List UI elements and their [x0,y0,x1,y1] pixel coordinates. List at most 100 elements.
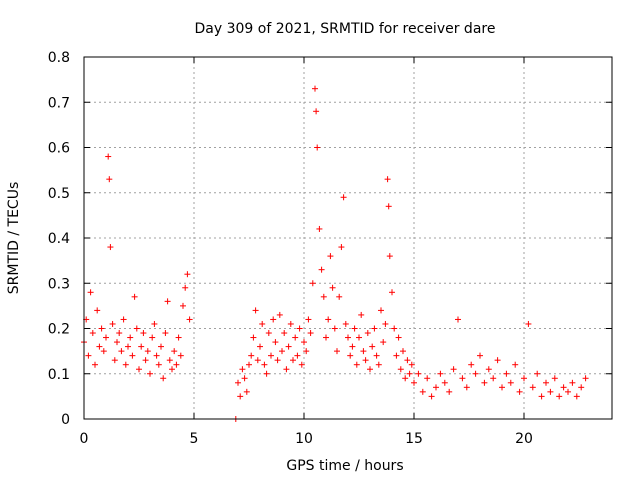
data-point [261,361,268,368]
data-point [313,108,320,115]
data-point [424,375,431,382]
chart-title: Day 309 of 2021, SRMTID for receiver dar… [195,21,496,37]
data-point [547,388,554,395]
x-tick-label: 5 [190,431,199,447]
x-tick-label: 10 [295,431,313,447]
data-point [144,348,151,355]
data-point [301,339,307,346]
data-point [138,343,145,350]
data-point [364,330,371,337]
data-point [345,334,351,341]
data-point [268,352,274,359]
y-tick-label: 0.8 [48,50,70,66]
data-point [481,379,488,386]
y-tick-label: 0.5 [48,186,70,202]
data-point [507,379,514,386]
data-point [292,334,299,341]
data-point [279,348,285,355]
data-point [87,289,94,296]
data-point [395,334,402,341]
data-point [578,384,585,391]
data-point [499,384,505,391]
data-point [459,375,466,382]
data-point [404,357,411,364]
data-point [565,388,571,395]
data-point [272,339,279,346]
x-axis-ticks: 0 5 10 15 20 [80,57,533,447]
data-point [166,357,173,364]
data-point [433,384,439,391]
x-tick-label: 15 [405,431,423,447]
data-point [294,352,301,359]
y-tick-label: 0.4 [48,231,70,247]
data-point [173,361,180,368]
grid-lines [84,57,612,419]
data-point [270,316,277,323]
data-point [106,176,113,183]
data-point [325,316,332,323]
y-tick-label: 0 [61,412,70,428]
data-point [331,325,338,332]
y-tick-label: 0.6 [48,141,70,157]
data-point [391,325,398,332]
data-point [274,357,281,364]
data-point [347,352,354,359]
data-point [371,325,378,332]
data-point [560,384,567,391]
data-point [349,343,356,350]
data-point [320,293,327,300]
data-point [534,370,541,377]
data-point [327,253,334,260]
data-point [151,320,158,327]
data-point [186,316,193,323]
data-point [406,370,413,377]
data-point [356,334,362,341]
data-point [516,388,523,395]
data-point [477,352,483,359]
data-point [380,339,387,346]
data-point [296,325,303,332]
data-point [243,388,250,395]
data-point [316,225,323,232]
data-point [307,330,314,337]
data-point [287,320,294,327]
y-tick-label: 0.7 [48,95,70,111]
data-point [125,343,131,350]
data-point [120,316,127,323]
data-point [180,302,186,309]
data-point [389,289,395,296]
data-point [472,370,479,377]
data-point [334,348,340,355]
data-point [169,366,175,373]
data-point [136,366,142,373]
data-point [468,361,475,368]
data-point [353,361,360,368]
data-point [314,144,321,151]
data-point [140,330,147,337]
data-point [338,244,345,251]
data-point [525,320,532,327]
data-point [428,393,435,400]
data-point [503,370,510,377]
data-point [303,348,310,355]
data-point [131,293,138,300]
data-point [149,334,156,341]
data-point [89,330,96,337]
y-tick-label: 0.3 [48,276,70,292]
data-point [340,194,347,201]
data-point [246,361,252,368]
data-point [556,393,563,400]
data-point [184,271,191,278]
data-point [252,307,259,314]
data-point [109,320,116,327]
data-point [419,388,426,395]
data-point [569,379,576,386]
data-point [397,366,404,373]
data-point [400,348,406,355]
data-point [254,357,261,364]
data-point [323,334,329,341]
x-tick-label: 20 [515,431,533,447]
data-point [362,357,369,364]
data-point [147,370,153,377]
